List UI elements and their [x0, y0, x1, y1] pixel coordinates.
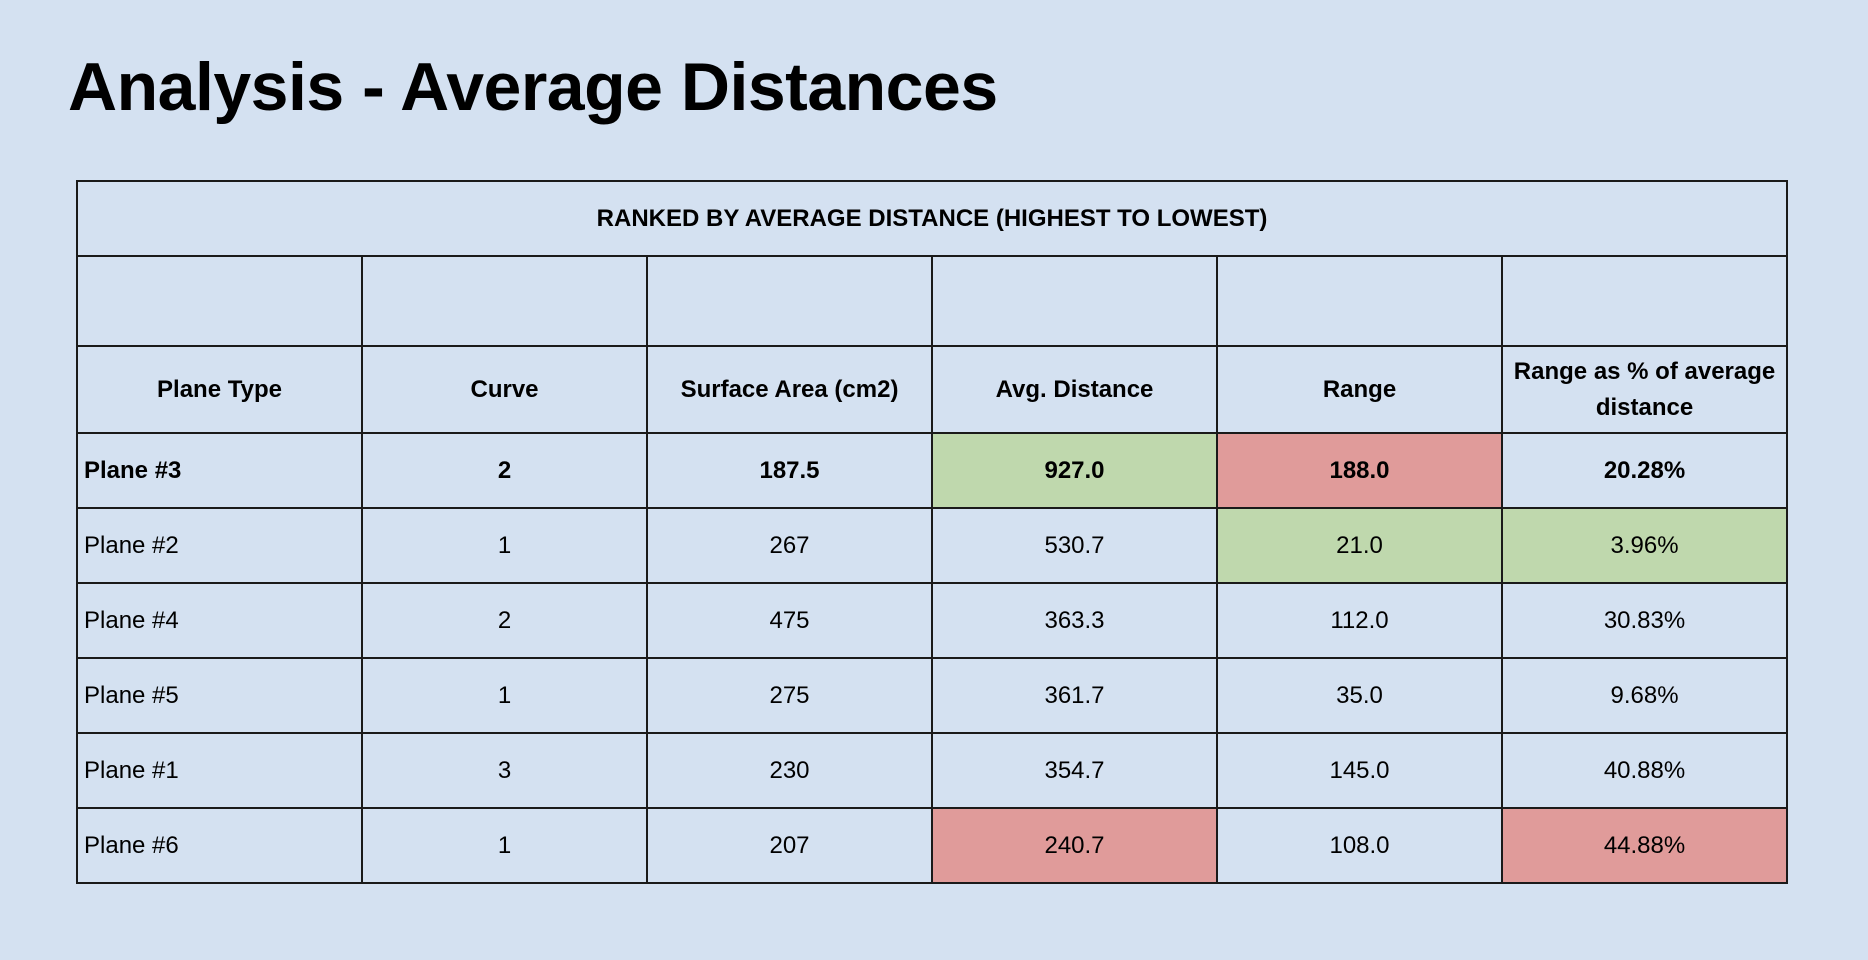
cell-plane: Plane #2: [76, 507, 363, 584]
cell-range-percent: 3.96%: [1500, 507, 1789, 584]
cell-range-percent: 44.88%: [1500, 807, 1789, 884]
cell-curve: 2: [361, 582, 648, 659]
blank-cell: [76, 255, 363, 347]
cell-plane: Plane #6: [76, 807, 363, 884]
cell-curve: 1: [361, 657, 648, 734]
blank-row: [76, 255, 1789, 347]
cell-avg-distance: 363.3: [931, 582, 1218, 659]
cell-range: 188.0: [1216, 432, 1503, 509]
cell-surface-area: 475: [646, 582, 933, 659]
cell-surface-area: 230: [646, 732, 933, 809]
page-title: Analysis - Average Distances: [68, 49, 998, 125]
header-curve: Curve: [361, 345, 648, 434]
cell-range: 108.0: [1216, 807, 1503, 884]
column-header-row: Plane Type Curve Surface Area (cm2) Avg.…: [76, 345, 1789, 434]
cell-curve: 3: [361, 732, 648, 809]
cell-avg-distance: 530.7: [931, 507, 1218, 584]
cell-surface-area: 267: [646, 507, 933, 584]
cell-surface-area: 187.5: [646, 432, 933, 509]
cell-range: 145.0: [1216, 732, 1503, 809]
cell-avg-distance: 354.7: [931, 732, 1218, 809]
cell-range: 112.0: [1216, 582, 1503, 659]
header-plane-type: Plane Type: [76, 345, 363, 434]
table-row: Plane #5 1 275 361.7 35.0 9.68%: [76, 657, 1789, 734]
cell-plane: Plane #3: [76, 432, 363, 509]
cell-curve: 1: [361, 807, 648, 884]
cell-range-percent: 9.68%: [1500, 657, 1789, 734]
cell-plane: Plane #5: [76, 657, 363, 734]
blank-cell: [1500, 255, 1789, 347]
table-row: Plane #3 2 187.5 927.0 188.0 20.28%: [76, 432, 1789, 509]
cell-range: 21.0: [1216, 507, 1503, 584]
cell-avg-distance: 927.0: [931, 432, 1218, 509]
table-row: Plane #6 1 207 240.7 108.0 44.88%: [76, 807, 1789, 884]
cell-surface-area: 207: [646, 807, 933, 884]
cell-plane: Plane #4: [76, 582, 363, 659]
cell-range-percent: 30.83%: [1500, 582, 1789, 659]
table-row: Plane #2 1 267 530.7 21.0 3.96%: [76, 507, 1789, 584]
cell-avg-distance: 361.7: [931, 657, 1218, 734]
blank-cell: [1216, 255, 1503, 347]
blank-cell: [931, 255, 1218, 347]
cell-range-percent: 20.28%: [1500, 432, 1789, 509]
cell-curve: 1: [361, 507, 648, 584]
distance-table: RANKED BY AVERAGE DISTANCE (HIGHEST TO L…: [75, 180, 1789, 884]
cell-curve: 2: [361, 432, 648, 509]
table-row: Plane #4 2 475 363.3 112.0 30.83%: [76, 582, 1789, 659]
header-range-percent: Range as % of average distance: [1500, 345, 1789, 434]
cell-avg-distance: 240.7: [931, 807, 1218, 884]
blank-cell: [361, 255, 648, 347]
table-row: Plane #1 3 230 354.7 145.0 40.88%: [76, 732, 1789, 809]
cell-plane: Plane #1: [76, 732, 363, 809]
blank-cell: [646, 255, 933, 347]
cell-surface-area: 275: [646, 657, 933, 734]
header-surface-area: Surface Area (cm2): [646, 345, 933, 434]
table-caption-row: RANKED BY AVERAGE DISTANCE (HIGHEST TO L…: [75, 180, 1789, 257]
header-range: Range: [1216, 345, 1503, 434]
cell-range: 35.0: [1216, 657, 1503, 734]
header-avg-distance: Avg. Distance: [931, 345, 1218, 434]
cell-range-percent: 40.88%: [1500, 732, 1789, 809]
table-caption: RANKED BY AVERAGE DISTANCE (HIGHEST TO L…: [75, 180, 1789, 257]
